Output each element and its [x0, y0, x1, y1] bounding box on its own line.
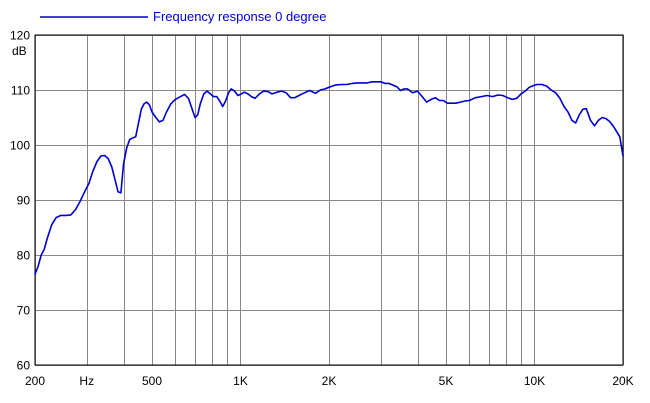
x-tick-label: 200	[25, 374, 45, 388]
x-tick-label: 2K	[322, 374, 337, 388]
x-tick-label: 500	[142, 374, 162, 388]
y-axis-label: dB	[12, 44, 27, 58]
x-unit-label: Hz	[79, 374, 94, 388]
y-tick-label: 70	[17, 304, 31, 318]
series-line	[34, 81, 624, 276]
y-tick-label: 80	[17, 249, 31, 263]
plot-frame	[34, 34, 624, 366]
x-tick-label: 5K	[439, 374, 454, 388]
x-tick-label: 1K	[233, 374, 248, 388]
y-tick-label: 60	[17, 359, 31, 373]
x-tick-label: 20K	[612, 374, 633, 388]
x-tick-label: 10K	[524, 374, 545, 388]
y-tick-label: 90	[17, 194, 31, 208]
legend-label: Frequency response 0 degree	[153, 9, 326, 24]
x-tick-labels: 200 500 1K 2K 5K 10K 20K Hz	[25, 374, 634, 388]
y-tick-label: 120	[10, 29, 30, 43]
y-tick-labels: 60 70 80 90 100 110 120	[10, 29, 30, 373]
legend: Frequency response 0 degree	[40, 9, 326, 24]
series-group	[34, 81, 624, 276]
y-tick-label: 100	[10, 139, 30, 153]
y-tick-label: 110	[11, 84, 30, 98]
